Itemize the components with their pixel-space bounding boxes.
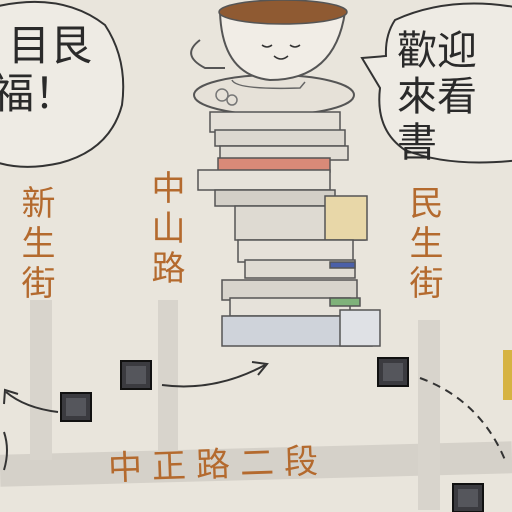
bus-stop-icon: [452, 483, 484, 512]
map-edge-marker: [503, 350, 512, 400]
street-label-minsheng: 民生街: [403, 185, 443, 305]
road-minsheng: [418, 320, 440, 510]
route-dashed: [419, 377, 506, 461]
route-arrow: [161, 364, 266, 388]
bubble-right-line2: 來看書: [397, 74, 477, 166]
coffee-cup-icon: [190, 0, 355, 116]
road-zhongshan: [158, 300, 178, 455]
arrowhead: [251, 361, 269, 376]
bubble-right-line1: 歡迎: [397, 28, 477, 74]
street-label-zhongshan: 中山路: [145, 170, 185, 290]
bubble-left-line1: 目艮: [8, 21, 93, 70]
bubble-left-text: 目艮 福！: [0, 21, 93, 119]
bus-stop-icon: [60, 392, 92, 422]
route-arrow: [3, 431, 8, 471]
road-zhongzheng: [0, 441, 512, 487]
bubble-left-line2: 福！: [0, 69, 77, 119]
speech-bubble-left: [0, 0, 125, 168]
street-label-zhongzheng: 中正路二段: [107, 441, 329, 489]
bubble-right-text: 歡迎 來看書: [397, 28, 512, 166]
route-arrow: [5, 391, 59, 413]
book-stack-icon: [197, 111, 381, 347]
bus-stop-icon: [377, 357, 409, 387]
road-xinsheng: [30, 300, 52, 460]
arrowhead: [3, 388, 19, 405]
speech-bubble-right: [360, 2, 512, 164]
street-label-xinsheng: 新生街: [15, 185, 55, 305]
bus-stop-icon: [120, 360, 152, 390]
